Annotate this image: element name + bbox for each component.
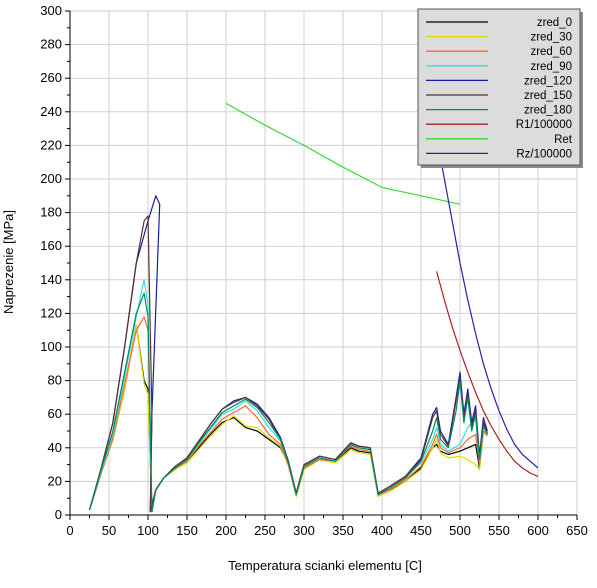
legend-label: zred_60 (530, 46, 572, 58)
legend-label: zred_150 (524, 90, 572, 102)
x-tick-label: 0 (66, 523, 73, 538)
y-tick-label: 80 (48, 373, 62, 388)
y-tick-label: 180 (40, 205, 62, 220)
legend-label: R1/100000 (516, 119, 572, 131)
legend-label: zred_120 (524, 75, 572, 87)
y-tick-label: 220 (40, 137, 62, 152)
series-line-r1-100000 (436, 271, 539, 477)
y-tick-label: 40 (48, 440, 62, 455)
y-tick-label: 280 (40, 37, 62, 52)
y-tick-label: 240 (40, 104, 62, 119)
x-tick-label: 200 (215, 523, 237, 538)
y-tick-label: 60 (48, 406, 62, 421)
x-tick-label: 650 (566, 523, 588, 538)
y-tick-label: 20 (48, 473, 62, 488)
y-axis-title: Naprezenie [MPa] (1, 210, 16, 314)
y-tick-label: 0 (55, 507, 62, 522)
legend-label: zred_90 (530, 61, 572, 73)
x-tick-label: 50 (102, 523, 116, 538)
legend-label: Ret (554, 134, 573, 146)
y-tick-label: 140 (40, 272, 62, 287)
y-tick-label: 260 (40, 70, 62, 85)
x-tick-label: 400 (371, 523, 393, 538)
series-group (88, 102, 539, 513)
legend: zred_0 zred_30 zred_60 zred_90 zred_120 zred_… (417, 8, 583, 168)
y-tick-label: 120 (40, 305, 62, 320)
axes (65, 10, 578, 520)
y-tick-label: 100 (40, 339, 62, 354)
y-tick-label: 300 (40, 3, 62, 18)
series-line-zred-180 (88, 292, 488, 513)
x-tick-label: 300 (293, 523, 315, 538)
y-tick-label: 160 (40, 238, 62, 253)
x-axis-title: Temperatura scianki elementu [C] (228, 558, 422, 573)
x-tick-label: 150 (176, 523, 198, 538)
y-tick-label: 200 (40, 171, 62, 186)
x-tick-label: 600 (527, 523, 549, 538)
series-line-rz-100000 (436, 136, 539, 469)
series-line-ret (225, 102, 461, 205)
x-tick-label: 550 (488, 523, 510, 538)
x-tick-label: 250 (254, 523, 276, 538)
legend-label: zred_180 (524, 105, 572, 117)
legend-label: zred_0 (537, 17, 572, 29)
x-tick-label: 350 (332, 523, 354, 538)
x-tick-label: 500 (449, 523, 471, 538)
tick-labels: 0 20 40 60 80 100 120 140 160 180 200 220 240 260 280 3… (40, 3, 588, 538)
legend-label: Rz/100000 (516, 148, 572, 160)
legend-label: zred_30 (530, 32, 572, 44)
x-tick-label: 450 (410, 523, 432, 538)
x-tick-label: 100 (137, 523, 159, 538)
